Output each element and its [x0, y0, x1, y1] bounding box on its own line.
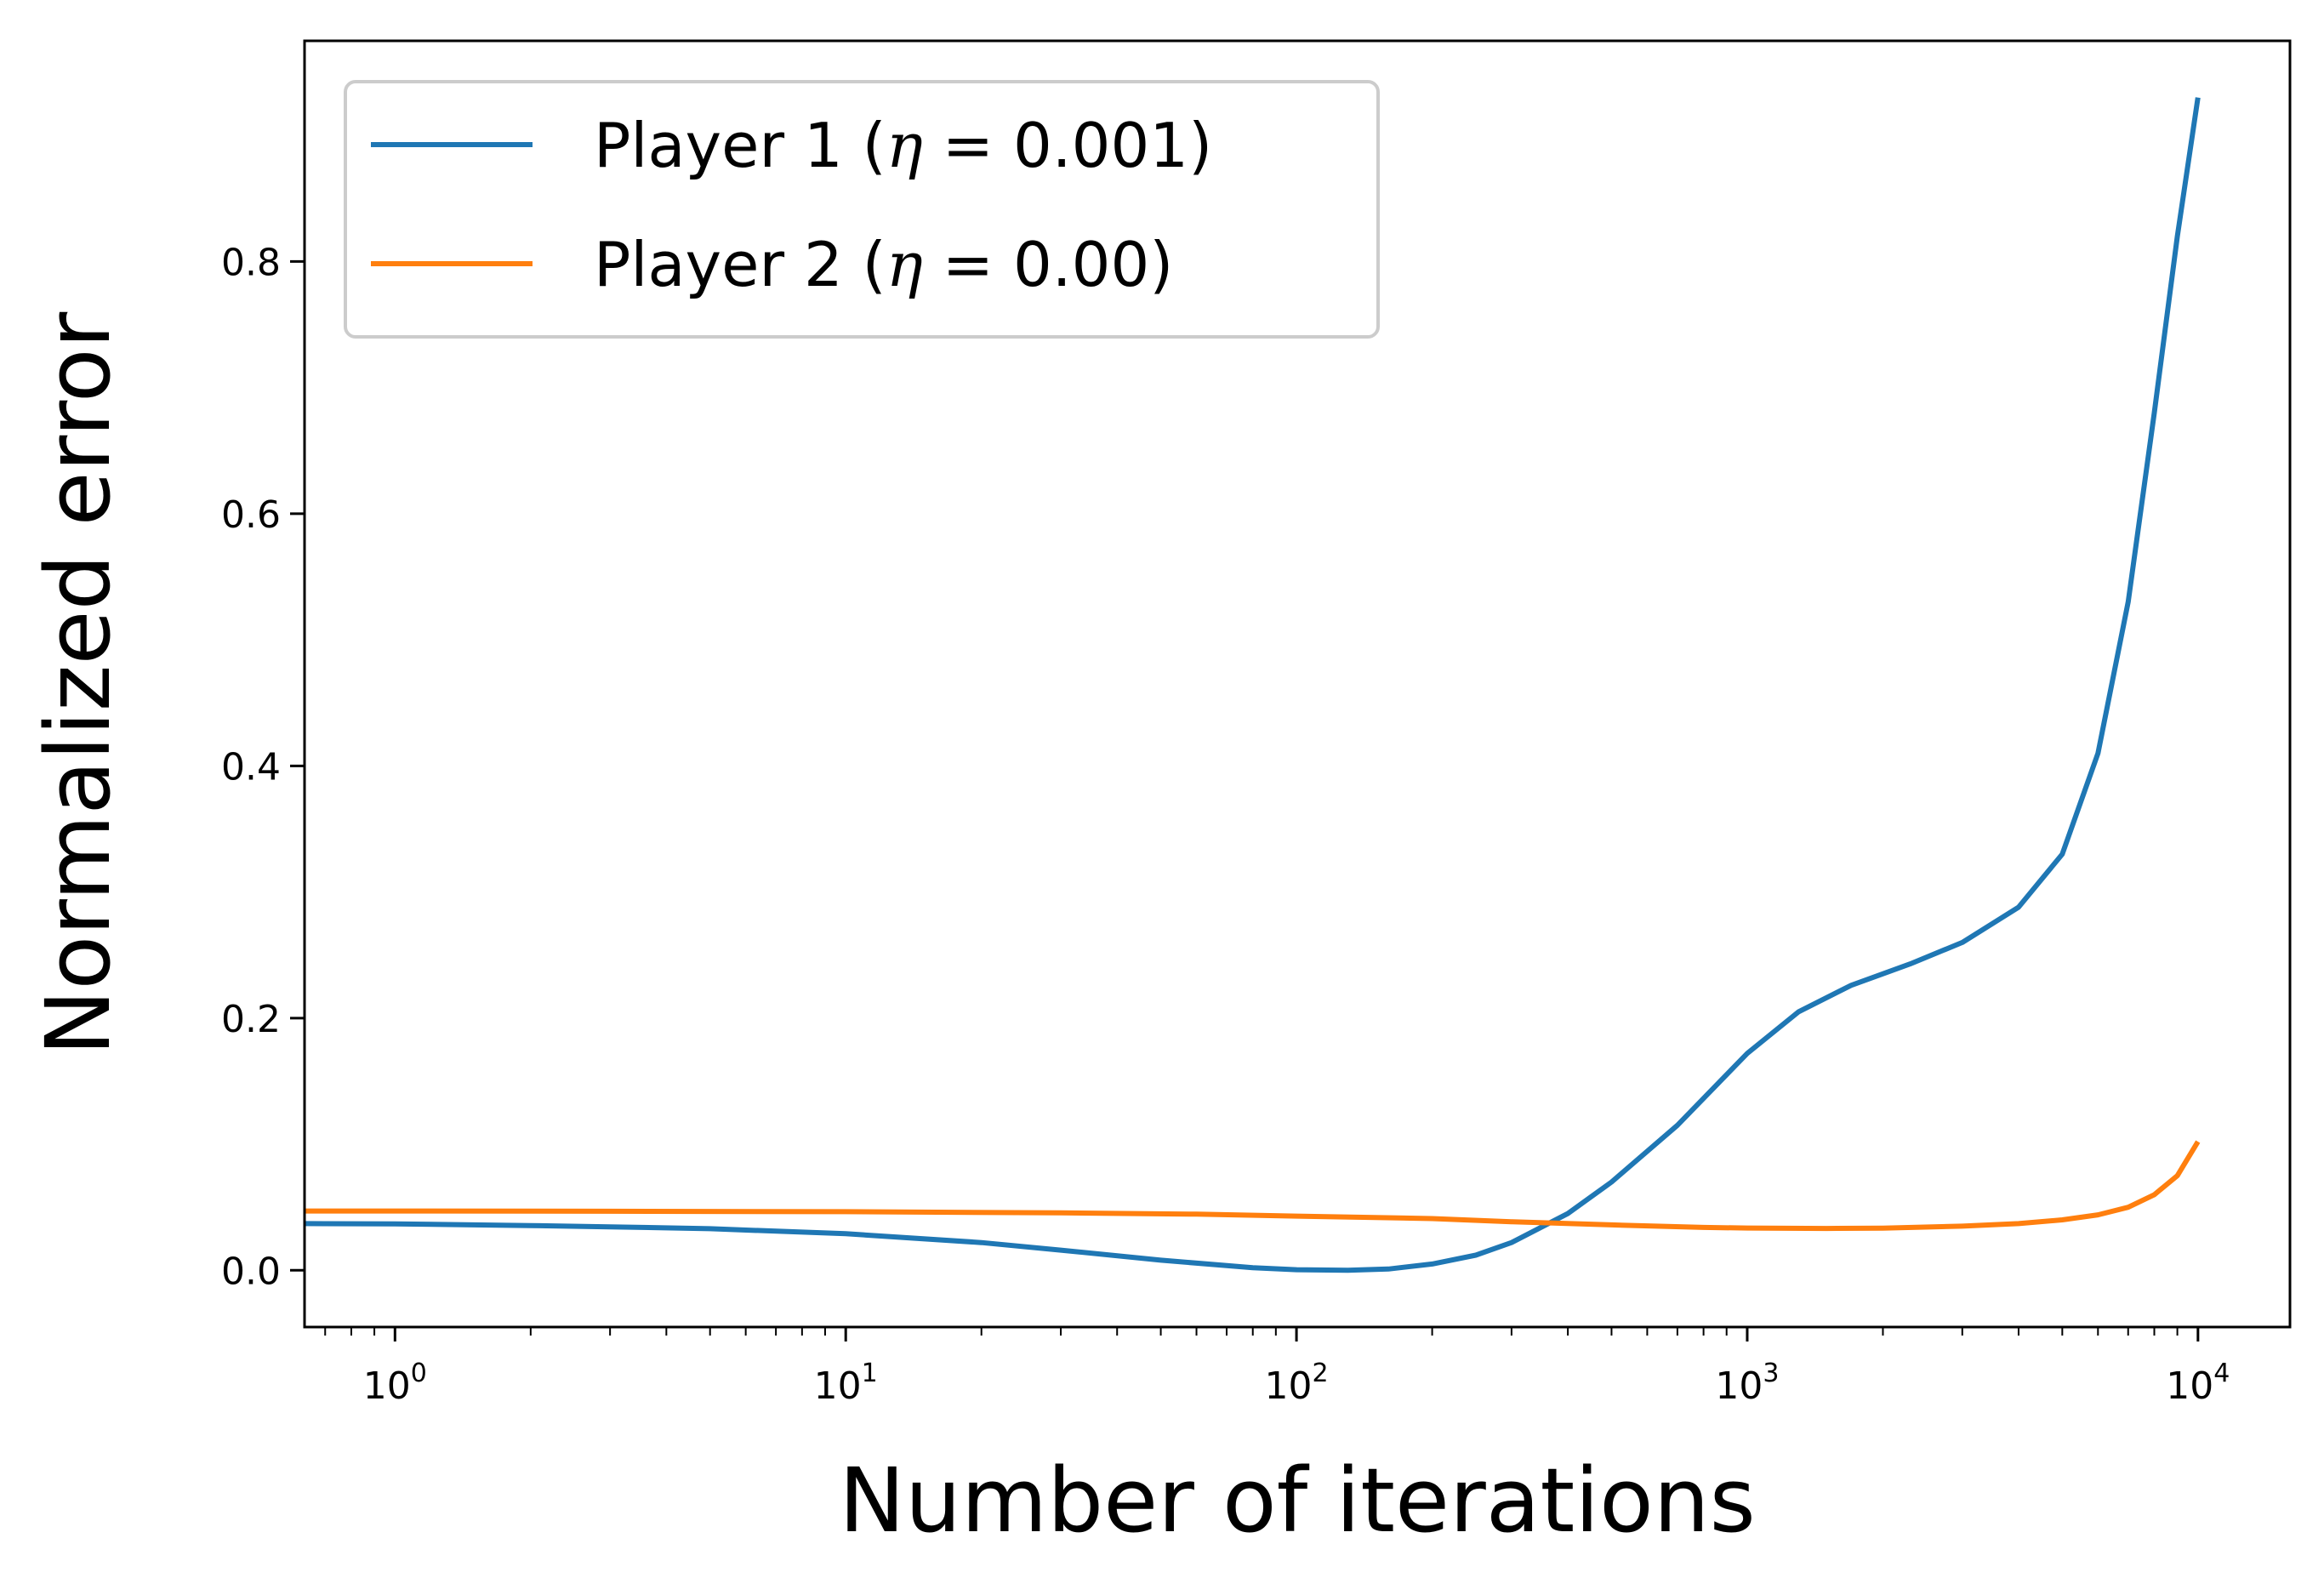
y-tick-label-1: 0.2: [221, 998, 281, 1041]
series-line-2: [305, 1140, 2201, 1232]
series-layer: [304, 97, 2201, 1273]
legend-label-1: Player 1 (η = 0.001): [594, 110, 1212, 181]
legend-frame: [344, 80, 1380, 339]
y-tick-label-3: 0.6: [221, 493, 281, 537]
y-axis-ticks: 0.0 0.2 0.4 0.6 0.8: [221, 241, 305, 1293]
x-axis-ticks: 100 101 102 103 104: [324, 1327, 2230, 1408]
series-line-1: [304, 97, 2201, 1273]
y-tick-label-0: 0.0: [221, 1250, 281, 1293]
y-tick-label-2: 0.4: [221, 745, 281, 789]
x-tick-label-4: 104: [2166, 1359, 2230, 1408]
x-tick-label-1: 101: [814, 1359, 878, 1408]
x-tick-label-3: 103: [1715, 1359, 1779, 1408]
legend-label-2: Player 2 (η = 0.00): [594, 229, 1173, 300]
y-tick-label-4: 0.8: [221, 241, 281, 284]
x-tick-label-0: 100: [363, 1359, 427, 1408]
x-tick-label-2: 102: [1265, 1359, 1329, 1408]
legend: Player 1 (η = 0.001) Player 2 (η = 0.00): [344, 80, 1380, 339]
y-axis-label: Normalized error: [26, 311, 130, 1056]
x-axis-label: Number of iterations: [839, 1449, 1756, 1552]
